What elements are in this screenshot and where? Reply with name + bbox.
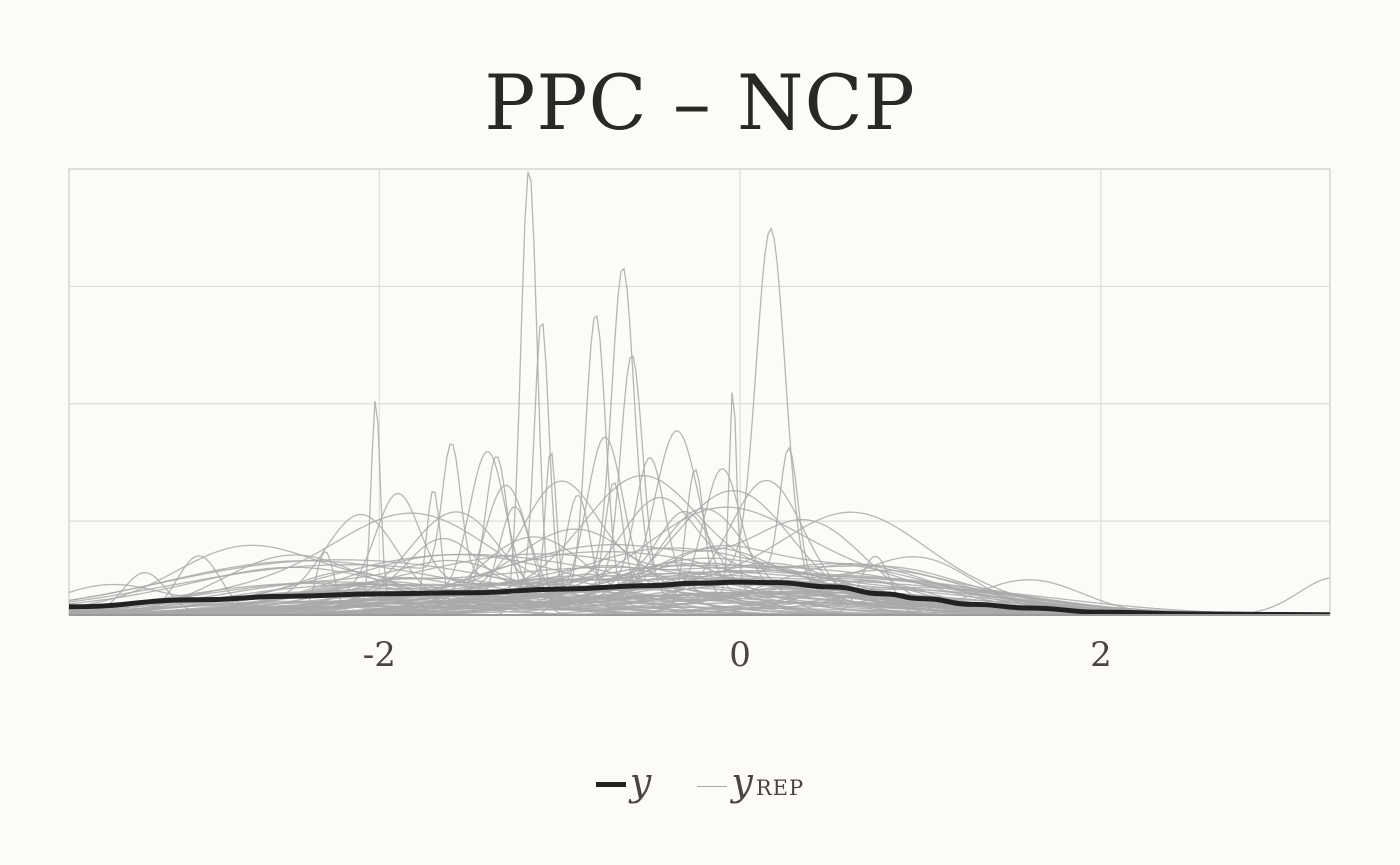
legend-label-y: y [629,760,652,804]
plot-frame [68,168,1331,616]
x-tick-label-0: -2 [363,635,396,675]
legend-item-yrep: y REP [697,760,804,804]
yrep-draw-line-0 [69,171,1329,615]
legend: y y REP [0,760,1400,804]
yrep-series [69,171,1330,615]
legend-swatch-y [595,782,626,787]
x-tick-label-1: 0 [729,635,751,675]
x-tick-label-2: 2 [1090,635,1112,675]
legend-item-y: y [595,760,652,804]
yrep-draw-line-66 [69,570,1329,615]
y-observed-line [69,579,1330,615]
yrep-draw-line-71 [69,559,1329,615]
legend-label-yrep-subscript: REP [755,776,805,800]
chart-title: PPC – NCP [484,58,916,147]
yrep-draw-line-72 [69,581,1329,615]
grid-lines [69,169,1330,615]
yrep-draw-line-74 [69,586,1329,615]
y-series [69,579,1330,615]
legend-label-yrep: y [731,760,753,804]
legend-swatch-yrep [697,786,728,787]
x-axis-ticks: -2 0 2 [363,635,1112,675]
yrep-draw-line-13 [69,443,1329,615]
